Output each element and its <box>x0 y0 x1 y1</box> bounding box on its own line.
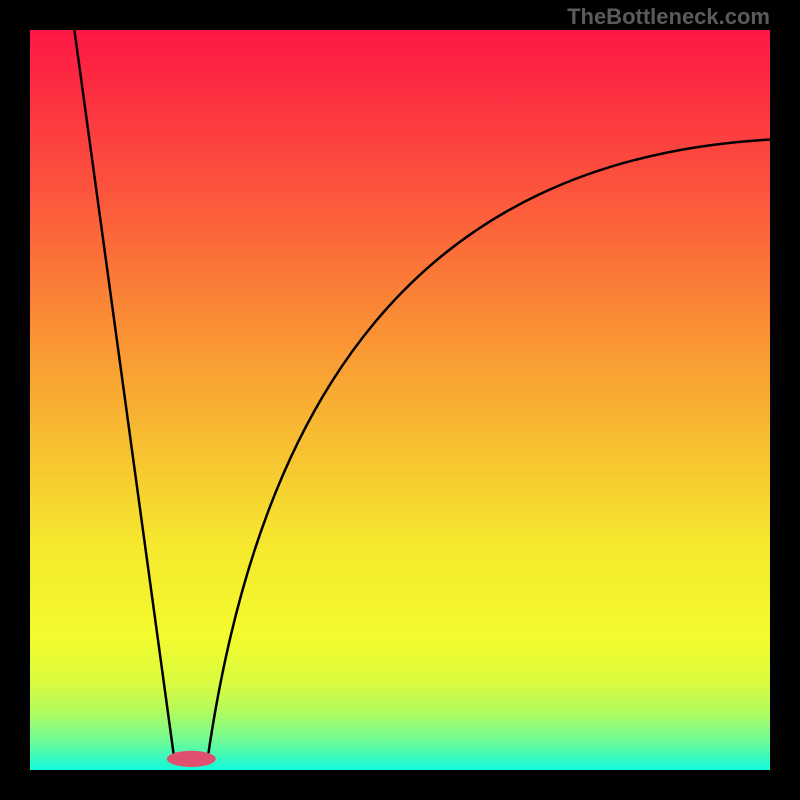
gradient-background <box>30 30 770 770</box>
bottleneck-marker <box>167 751 216 767</box>
watermark-text: TheBottleneck.com <box>567 4 770 30</box>
plot-area <box>30 30 770 770</box>
chart-svg <box>30 30 770 770</box>
chart-container: TheBottleneck.com <box>0 0 800 800</box>
